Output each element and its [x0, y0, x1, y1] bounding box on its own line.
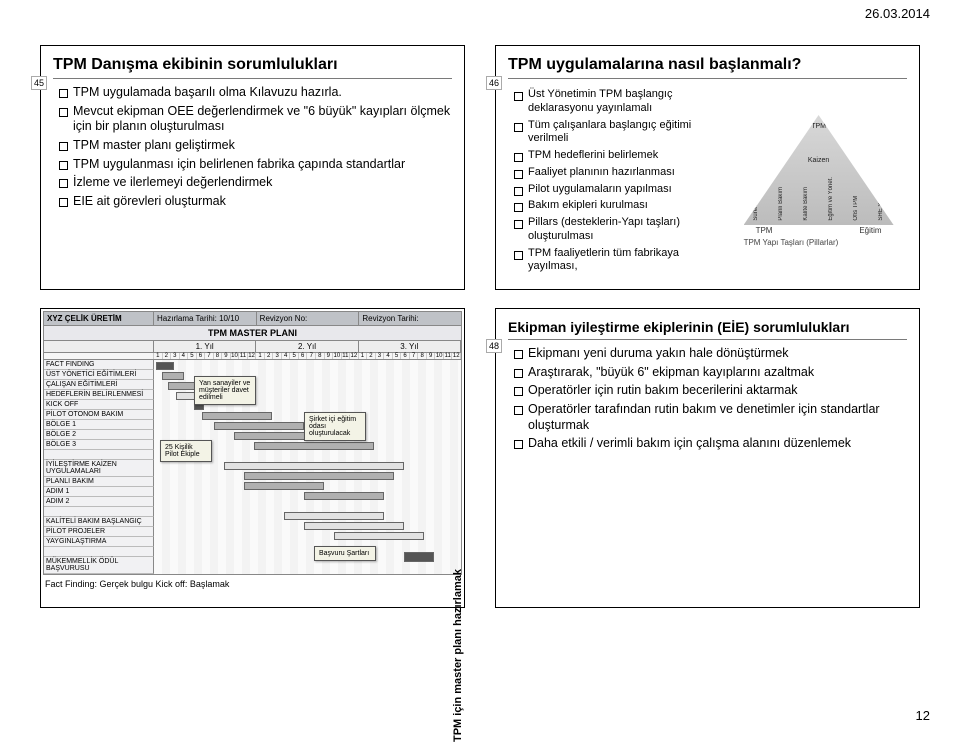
slide-48-title: Ekipman iyileştirme ekiplerinin (EİE) so…	[508, 319, 907, 335]
mp-revtarih: Revizyon Tarihi:	[359, 312, 461, 325]
page-date: 26.03.2014	[865, 6, 930, 21]
bullet-item: Araştırarak, "büyük 6" ekipman kayıpları…	[514, 365, 907, 381]
pyr-base-right: Eğitim	[859, 226, 881, 235]
mp-row-label: KALİTELİ BAKIM BAŞLANGIÇ	[44, 517, 154, 527]
bullet-item: TPM master planı geliştirmek	[59, 138, 452, 154]
pyr-base-left: TPM	[756, 226, 773, 235]
mp-row-label: ADIM 1	[44, 487, 154, 497]
bullet-item: Faaliyet planının hazırlanması	[514, 166, 724, 180]
slide-47: XYZ ÇELİK ÜRETİM Hazırlama Tarihi: 10/10…	[40, 308, 465, 608]
slide-number-45: 45	[31, 76, 47, 90]
mp-year-3: 3. Yıl	[359, 341, 461, 352]
bullet-item: TPM uygulanması için belirlenen fabrika …	[59, 157, 452, 173]
bullet-item: Pilot uygulamaların yapılması	[514, 183, 724, 197]
pyr-top: TPM	[811, 123, 826, 130]
pyr-pillar: Sürekli Bakım	[753, 177, 759, 221]
mp-row-label: YAYGINLAŞTIRMA	[44, 537, 154, 547]
mp-row-label: BÖLGE 1	[44, 420, 154, 430]
slide-45-bullets: TPM uygulamada başarılı olma Kılavuzu ha…	[53, 85, 452, 209]
slide-number-46: 46	[486, 76, 502, 90]
bullet-item: TPM uygulamada başarılı olma Kılavuzu ha…	[59, 85, 452, 101]
bullet-item: Ekipmanı yeni duruma yakın hale dönüştür…	[514, 346, 907, 362]
bullet-item: Daha etkili / verimli bakım için çalışma…	[514, 436, 907, 452]
pyr-pillar: Planlı Bakım	[778, 177, 784, 221]
mp-note-right-top: Şirket içi eğitim odası oluşturulacak	[304, 412, 366, 441]
slide-46-bullets: Üst Yönetimin TPM başlangıç deklarasyonu…	[508, 88, 724, 274]
divider	[508, 339, 907, 340]
slide-46: 46 TPM uygulamalarına nasıl başlanmalı? …	[495, 45, 920, 290]
mp-footer: Fact Finding: Gerçek bulgu Kick off: Baş…	[43, 575, 462, 591]
mp-row-label	[44, 450, 154, 460]
mp-row-label: FACT FINDING	[44, 360, 154, 370]
mp-row-label: ÇALIŞAN EĞİTİMLERİ	[44, 380, 154, 390]
pyr-pillar: Ofis TPM	[853, 177, 859, 221]
mp-row-label: BÖLGE 2	[44, 430, 154, 440]
pyr-mid: Kaizen	[808, 157, 829, 164]
pyr-caption: TPM Yapı Taşları (Pillarlar)	[744, 238, 894, 247]
mp-note-right-bot: Başvuru Şartları	[314, 546, 376, 561]
mp-year-1: 1. Yıl	[154, 341, 256, 352]
slide-45-title: TPM Danışma ekibinin sorumlulukları	[53, 56, 452, 74]
divider	[53, 78, 452, 79]
bullet-item: Operatörler için rutin bakım becerilerin…	[514, 383, 907, 399]
mp-note-left: Yan sanayiler ve müşteriler davet edilme…	[194, 376, 256, 405]
bullet-item: Tüm çalışanlara başlangıç eğitimi verilm…	[514, 119, 724, 147]
bullet-item: TPM hedeflerini belirlemek	[514, 149, 724, 163]
mp-body: FACT FINDINGÜST YÖNETİCİ EĞİTİMLERİÇALIŞ…	[43, 360, 462, 575]
slide-number-48: 48	[486, 339, 502, 353]
mp-row-label: ADIM 2	[44, 497, 154, 507]
bullet-item: Pillars (desteklerin-Yapı taşları) oluşt…	[514, 216, 724, 244]
bullet-item: İzleme ve ilerlemeyi değerlendirmek	[59, 175, 452, 191]
bullet-item: Bakım ekipleri kurulması	[514, 199, 724, 213]
mp-row-label	[44, 507, 154, 517]
mp-row-label: MÜKEMMELLİK ÖDÜL BAŞVURUSU	[44, 557, 154, 574]
mp-row-labels: FACT FINDINGÜST YÖNETİCİ EĞİTİMLERİÇALIŞ…	[44, 360, 154, 574]
mp-row-label: BÖLGE 3	[44, 440, 154, 450]
mp-months: 1234567891011121234567891011121234567891…	[43, 353, 462, 360]
slide-48: 48 Ekipman iyileştirme ekiplerinin (EİE)…	[495, 308, 920, 608]
mp-row-label: PİLOT OTONOM BAKIM	[44, 410, 154, 420]
bullet-item: Üst Yönetimin TPM başlangıç deklarasyonu…	[514, 88, 724, 116]
mp-title: TPM MASTER PLANI	[43, 326, 462, 341]
mp-vertical-label: TPM için master planı hazırlamak	[452, 569, 464, 742]
mp-row-label: İYİLEŞTİRME KAİZEN UYGULAMALARI	[44, 460, 154, 477]
mp-year-2: 2. Yıl	[256, 341, 358, 352]
slide-46-title: TPM uygulamalarına nasıl başlanmalı?	[508, 56, 907, 74]
mp-row-label: PİLOT PROJELER	[44, 527, 154, 537]
mp-header: XYZ ÇELİK ÜRETİM Hazırlama Tarihi: 10/10…	[43, 311, 462, 326]
divider	[508, 78, 907, 79]
mp-chart: Yan sanayiler ve müşteriler davet edilme…	[154, 360, 461, 574]
pyr-pillars: Sürekli Bakım Planlı Bakım Kalite Bakım Eği…	[744, 177, 894, 221]
mp-note-mid: 25 Kişilik Pilot Ekiple	[160, 440, 212, 462]
bullet-item: TPM faaliyetlerin tüm fabrikaya yayılmas…	[514, 247, 724, 275]
mp-row-label: KICK OFF	[44, 400, 154, 410]
mp-hazirlama: Hazırlama Tarihi: 10/10	[154, 312, 257, 325]
mp-company: XYZ ÇELİK ÜRETİM	[44, 312, 154, 325]
mp-row-label: HEDEFLERİN BELİRLENMESİ	[44, 390, 154, 400]
pyr-pillar: Eğitim ve Yönet.	[828, 177, 834, 221]
mp-revno: Revizyon No:	[257, 312, 360, 325]
tpm-pyramid: TPM Kaizen Sürekli Bakım Planlı Bakım Kali…	[744, 115, 894, 247]
mp-row-label	[44, 547, 154, 557]
bullet-item: Operatörler tarafından rutin bakım ve de…	[514, 402, 907, 433]
master-plan: XYZ ÇELİK ÜRETİM Hazırlama Tarihi: 10/10…	[43, 311, 462, 605]
mp-row-label: PLANLI BAKIM	[44, 477, 154, 487]
pyr-pillar: SHE Yönetimi	[878, 177, 884, 221]
slide-48-bullets: Ekipmanı yeni duruma yakın hale dönüştür…	[508, 346, 907, 452]
slide-45: 45 TPM Danışma ekibinin sorumlulukları T…	[40, 45, 465, 290]
mp-years: 1. Yıl 2. Yıl 3. Yıl	[43, 341, 462, 353]
mp-row-label: ÜST YÖNETİCİ EĞİTİMLERİ	[44, 370, 154, 380]
page-number: 12	[916, 708, 930, 723]
bullet-item: Mevcut ekipman OEE değerlendirmek ve "6 …	[59, 104, 452, 135]
bullet-item: EIE ait görevleri oluşturmak	[59, 194, 452, 210]
pyr-pillar: Kalite Bakım	[803, 177, 809, 221]
slides-grid: 45 TPM Danışma ekibinin sorumlulukları T…	[40, 45, 920, 608]
